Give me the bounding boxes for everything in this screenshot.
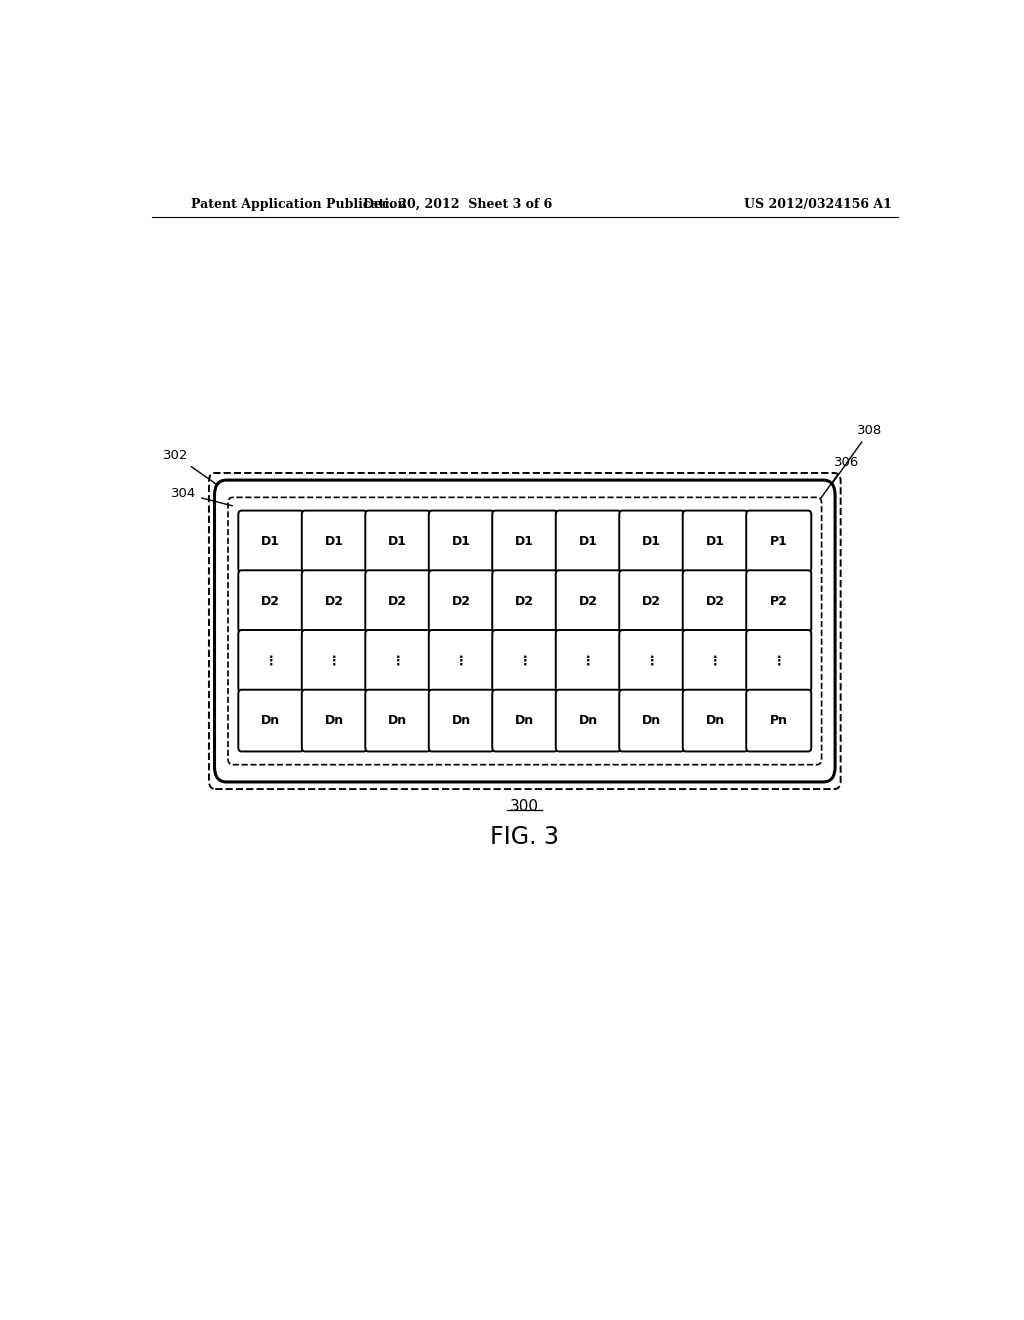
- FancyBboxPatch shape: [683, 630, 748, 692]
- Text: ⋮: ⋮: [391, 655, 404, 668]
- FancyBboxPatch shape: [366, 511, 430, 573]
- FancyBboxPatch shape: [239, 690, 303, 751]
- Text: Patent Application Publication: Patent Application Publication: [191, 198, 407, 211]
- Text: 300: 300: [510, 799, 540, 814]
- Text: US 2012/0324156 A1: US 2012/0324156 A1: [744, 198, 892, 211]
- Text: Dn: Dn: [325, 714, 344, 727]
- Text: 302: 302: [163, 449, 217, 484]
- Text: D1: D1: [261, 535, 281, 548]
- Text: D1: D1: [515, 535, 535, 548]
- FancyBboxPatch shape: [620, 570, 684, 632]
- Text: Dn: Dn: [261, 714, 281, 727]
- Text: P2: P2: [770, 595, 787, 607]
- FancyBboxPatch shape: [683, 570, 748, 632]
- Text: D2: D2: [325, 595, 344, 607]
- Text: Dn: Dn: [706, 714, 725, 727]
- Text: Pn: Pn: [770, 714, 787, 727]
- Text: P1: P1: [770, 535, 787, 548]
- FancyBboxPatch shape: [556, 690, 621, 751]
- FancyBboxPatch shape: [429, 570, 494, 632]
- Text: D1: D1: [706, 535, 725, 548]
- Text: 308: 308: [831, 424, 883, 484]
- FancyBboxPatch shape: [746, 630, 811, 692]
- FancyBboxPatch shape: [366, 690, 430, 751]
- FancyBboxPatch shape: [746, 570, 811, 632]
- FancyBboxPatch shape: [302, 690, 367, 751]
- Text: D2: D2: [452, 595, 471, 607]
- FancyBboxPatch shape: [429, 511, 494, 573]
- Text: Dn: Dn: [515, 714, 535, 727]
- Text: Dec. 20, 2012  Sheet 3 of 6: Dec. 20, 2012 Sheet 3 of 6: [362, 198, 552, 211]
- Text: ⋮: ⋮: [582, 655, 595, 668]
- FancyBboxPatch shape: [556, 630, 621, 692]
- Text: ⋮: ⋮: [518, 655, 531, 668]
- FancyBboxPatch shape: [683, 690, 748, 751]
- FancyBboxPatch shape: [556, 570, 621, 632]
- Text: D1: D1: [325, 535, 344, 548]
- FancyBboxPatch shape: [429, 690, 494, 751]
- Text: D1: D1: [579, 535, 598, 548]
- Text: 306: 306: [821, 457, 859, 498]
- Text: D2: D2: [579, 595, 598, 607]
- FancyBboxPatch shape: [429, 630, 494, 692]
- FancyBboxPatch shape: [493, 511, 557, 573]
- Text: Dn: Dn: [642, 714, 662, 727]
- FancyBboxPatch shape: [493, 630, 557, 692]
- FancyBboxPatch shape: [302, 570, 367, 632]
- FancyBboxPatch shape: [302, 511, 367, 573]
- Text: 304: 304: [171, 487, 232, 506]
- FancyBboxPatch shape: [620, 630, 684, 692]
- Text: Dn: Dn: [452, 714, 471, 727]
- FancyBboxPatch shape: [683, 511, 748, 573]
- Text: ⋮: ⋮: [328, 655, 341, 668]
- Text: Dn: Dn: [579, 714, 598, 727]
- FancyBboxPatch shape: [493, 570, 557, 632]
- FancyBboxPatch shape: [493, 690, 557, 751]
- FancyBboxPatch shape: [302, 630, 367, 692]
- Text: D2: D2: [388, 595, 408, 607]
- Text: ⋮: ⋮: [455, 655, 468, 668]
- Text: FIG. 3: FIG. 3: [490, 825, 559, 849]
- Text: ⋮: ⋮: [264, 655, 278, 668]
- FancyBboxPatch shape: [746, 690, 811, 751]
- FancyBboxPatch shape: [620, 690, 684, 751]
- FancyBboxPatch shape: [366, 630, 430, 692]
- Text: ⋮: ⋮: [645, 655, 658, 668]
- Text: D1: D1: [642, 535, 662, 548]
- Text: ⋮: ⋮: [772, 655, 785, 668]
- Text: ⋮: ⋮: [709, 655, 722, 668]
- Text: D2: D2: [642, 595, 662, 607]
- Text: D2: D2: [261, 595, 281, 607]
- FancyBboxPatch shape: [746, 511, 811, 573]
- Text: D1: D1: [452, 535, 471, 548]
- FancyBboxPatch shape: [239, 511, 303, 573]
- FancyBboxPatch shape: [556, 511, 621, 573]
- Text: D2: D2: [515, 595, 535, 607]
- FancyBboxPatch shape: [239, 570, 303, 632]
- Text: D2: D2: [706, 595, 725, 607]
- Text: Dn: Dn: [388, 714, 408, 727]
- FancyBboxPatch shape: [620, 511, 684, 573]
- FancyBboxPatch shape: [239, 630, 303, 692]
- Text: D1: D1: [388, 535, 408, 548]
- FancyBboxPatch shape: [366, 570, 430, 632]
